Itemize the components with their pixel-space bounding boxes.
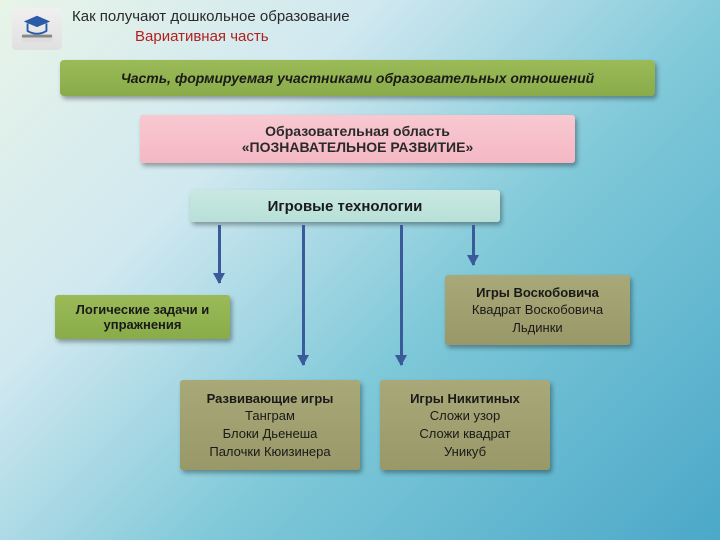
vosk-line0: Квадрат Воскобовича	[472, 301, 603, 319]
logic-tasks-box: Логические задачи и упражнения	[55, 295, 230, 339]
tech-text: Игровые технологии	[268, 198, 423, 215]
green-banner: Часть, формируемая участниками образоват…	[60, 60, 655, 96]
dev-title: Развивающие игры	[207, 390, 334, 408]
developing-games-box: Развивающие игры Танграм Блоки Дьенеша П…	[180, 380, 360, 470]
nikit-line2: Уникуб	[444, 443, 486, 461]
nikit-title: Игры Никитиных	[410, 390, 520, 408]
arrow-3	[472, 225, 475, 265]
banner-text: Часть, формируемая участниками образоват…	[121, 70, 594, 86]
arrow-2	[400, 225, 403, 365]
nikit-line0: Сложи узор	[430, 407, 501, 425]
header-line2: Вариативная часть	[135, 28, 269, 45]
dev-line1: Блоки Дьенеша	[223, 425, 318, 443]
area-line1: Образовательная область	[265, 123, 450, 139]
arrow-0	[218, 225, 221, 283]
voskobovich-games-box: Игры Воскобовича Квадрат Воскобовича Льд…	[445, 275, 630, 345]
dev-line2: Палочки Кюизинера	[209, 443, 330, 461]
educational-area-box: Образовательная область «ПОЗНАВАТЕЛЬНОЕ …	[140, 115, 575, 163]
vosk-title: Игры Воскобовича	[476, 284, 599, 302]
logo-icon	[12, 8, 62, 50]
game-technologies-box: Игровые технологии	[190, 190, 500, 222]
nikit-line1: Сложи квадрат	[419, 425, 510, 443]
arrow-1	[302, 225, 305, 365]
vosk-line1: Льдинки	[512, 319, 562, 337]
area-line2: «ПОЗНАВАТЕЛЬНОЕ РАЗВИТИЕ»	[242, 139, 473, 155]
logic-text: Логические задачи и упражнения	[65, 302, 220, 332]
nikitin-games-box: Игры Никитиных Сложи узор Сложи квадрат …	[380, 380, 550, 470]
header-line1: Как получают дошкольное образование	[72, 8, 350, 25]
dev-line0: Танграм	[245, 407, 295, 425]
